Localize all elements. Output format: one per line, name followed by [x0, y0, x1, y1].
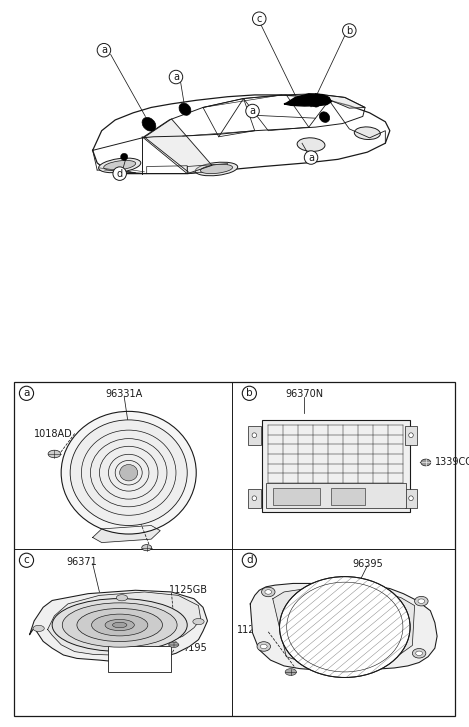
Ellipse shape — [257, 642, 271, 651]
Ellipse shape — [418, 599, 425, 603]
Polygon shape — [93, 95, 390, 174]
Polygon shape — [273, 587, 415, 664]
Ellipse shape — [409, 496, 413, 501]
Ellipse shape — [262, 587, 275, 597]
Text: 96371: 96371 — [66, 557, 97, 567]
Ellipse shape — [61, 411, 196, 534]
Ellipse shape — [33, 625, 44, 632]
Polygon shape — [307, 98, 318, 107]
Text: 84195: 84195 — [176, 643, 207, 653]
Bar — [248, 489, 261, 507]
Ellipse shape — [311, 97, 320, 107]
Text: a: a — [250, 106, 256, 116]
Polygon shape — [48, 592, 201, 655]
Ellipse shape — [409, 433, 413, 438]
Ellipse shape — [260, 644, 267, 648]
Bar — [248, 426, 261, 445]
Ellipse shape — [52, 598, 187, 651]
Bar — [331, 488, 365, 505]
Ellipse shape — [104, 161, 136, 170]
Polygon shape — [30, 590, 207, 662]
Ellipse shape — [98, 158, 141, 173]
Text: a: a — [101, 45, 107, 55]
Ellipse shape — [252, 433, 257, 438]
Ellipse shape — [120, 465, 138, 481]
Polygon shape — [250, 584, 437, 670]
Ellipse shape — [252, 496, 257, 501]
Ellipse shape — [193, 619, 204, 624]
Ellipse shape — [280, 577, 410, 678]
Ellipse shape — [179, 103, 191, 116]
Ellipse shape — [265, 590, 272, 594]
Bar — [405, 426, 417, 445]
Ellipse shape — [421, 459, 431, 466]
Text: 1491AD: 1491AD — [129, 497, 167, 507]
Text: 1125KD: 1125KD — [237, 625, 275, 635]
Ellipse shape — [105, 619, 134, 630]
Ellipse shape — [415, 596, 428, 606]
Ellipse shape — [319, 112, 330, 122]
Text: 96331A: 96331A — [106, 390, 143, 399]
Ellipse shape — [142, 118, 156, 131]
Ellipse shape — [48, 450, 61, 458]
Ellipse shape — [354, 127, 380, 140]
Polygon shape — [316, 94, 365, 108]
Bar — [262, 420, 410, 512]
Bar — [405, 489, 417, 507]
Polygon shape — [144, 119, 212, 173]
Ellipse shape — [116, 595, 128, 601]
Ellipse shape — [77, 608, 162, 641]
Polygon shape — [93, 526, 160, 542]
Bar — [108, 646, 172, 672]
Text: 1018AD: 1018AD — [34, 428, 73, 438]
Ellipse shape — [91, 614, 148, 636]
Text: c: c — [257, 14, 262, 24]
Text: a: a — [23, 388, 30, 398]
Polygon shape — [284, 94, 331, 106]
Text: b: b — [346, 25, 352, 36]
Text: 1125GB: 1125GB — [169, 585, 208, 595]
Text: 96370N: 96370N — [285, 390, 323, 399]
Ellipse shape — [285, 669, 296, 675]
Text: d: d — [117, 169, 123, 179]
Ellipse shape — [142, 545, 151, 551]
Bar — [273, 488, 320, 505]
Ellipse shape — [169, 642, 179, 648]
Ellipse shape — [112, 649, 123, 656]
Ellipse shape — [62, 603, 177, 647]
Ellipse shape — [200, 164, 233, 174]
Ellipse shape — [113, 622, 127, 627]
Text: a: a — [308, 153, 314, 163]
Bar — [266, 483, 406, 508]
Ellipse shape — [195, 162, 238, 176]
Ellipse shape — [70, 420, 187, 526]
Text: a: a — [173, 72, 179, 82]
Ellipse shape — [416, 651, 423, 656]
Text: c: c — [23, 555, 30, 566]
Text: 96395: 96395 — [352, 558, 383, 569]
Text: d: d — [246, 555, 253, 566]
Text: 1339CC: 1339CC — [435, 457, 469, 467]
Ellipse shape — [121, 153, 128, 161]
Ellipse shape — [297, 138, 325, 151]
Ellipse shape — [412, 648, 426, 658]
Text: b: b — [246, 388, 253, 398]
